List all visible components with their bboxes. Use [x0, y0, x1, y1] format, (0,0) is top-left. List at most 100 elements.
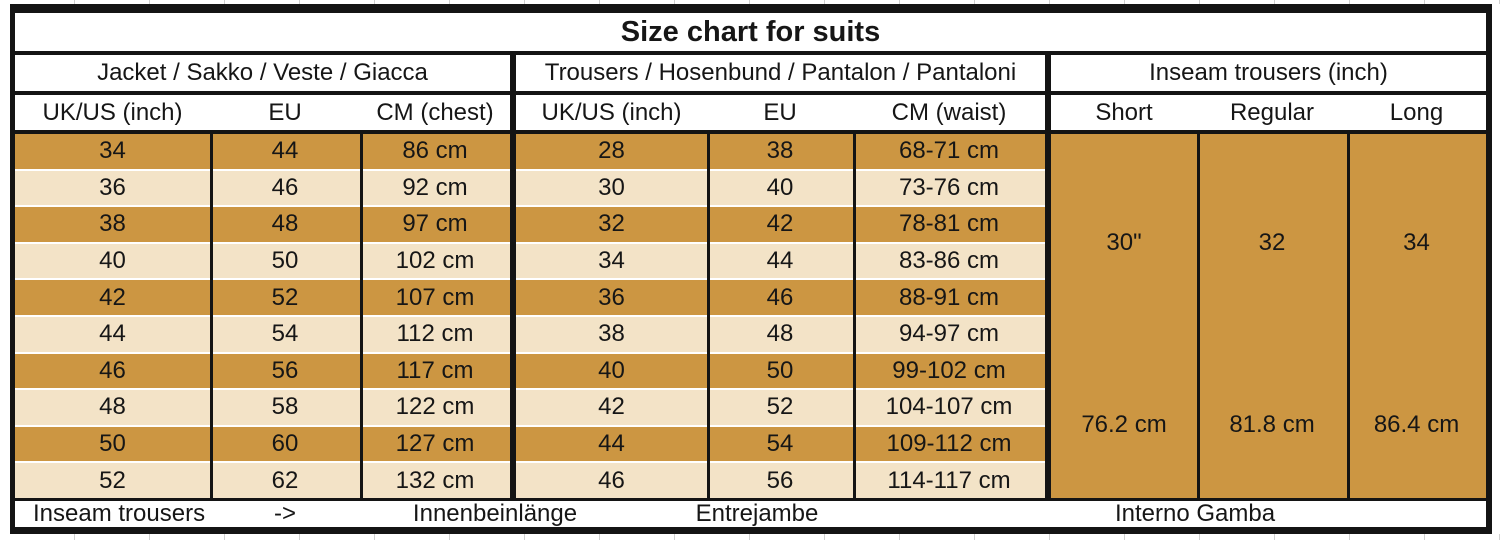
table-cell: 56 — [271, 356, 299, 384]
table-cell: 46 — [99, 356, 126, 384]
table-cell: 44 — [598, 430, 625, 458]
table-row: 40 50 102 cm — [15, 241, 510, 279]
trousers-column-headers: UK/US (inch) EU CM (waist) — [516, 95, 1045, 130]
table-cell: 48 — [766, 320, 794, 348]
table-cell: 38 — [99, 210, 126, 238]
spreadsheet-gridline-strip-bottom — [0, 534, 1500, 540]
table-cell: 46 — [271, 173, 299, 201]
table-cell: 107 cm — [395, 283, 475, 311]
section-header-inseam: Inseam trousers (inch) — [1051, 55, 1486, 91]
table-row: 52 62 132 cm — [15, 461, 510, 498]
table-cell: 73-76 cm — [898, 173, 1000, 201]
footer-arrow: -> — [273, 500, 296, 527]
table-row: 32 42 78-81 cm — [516, 205, 1045, 242]
table-cell: 104-107 cm — [885, 393, 1013, 421]
table-title-row: Size chart for suits — [15, 13, 1486, 55]
section-divider — [510, 95, 516, 130]
column-divider — [1197, 134, 1200, 498]
table-cell: 32 — [1258, 229, 1286, 257]
table-cell: 40 — [598, 356, 625, 384]
table-row: 36 46 88-91 cm — [516, 278, 1045, 315]
table-cell: 46 — [598, 466, 625, 494]
table-cell: 38 — [766, 137, 794, 165]
table-row: 46 56 114-117 cm — [516, 461, 1045, 498]
table-cell: 38 — [598, 320, 625, 348]
section-header-row: Jacket / Sakko / Veste / Giacca Trousers… — [15, 55, 1486, 95]
table-row: 42 52 104-107 cm — [516, 388, 1045, 425]
table-cell: 34 — [598, 247, 625, 275]
column-header: CM (waist) — [891, 98, 1007, 126]
table-cell: 117 cm — [396, 356, 474, 384]
table-cell: 30 — [598, 173, 625, 201]
table-cell: 28 — [598, 137, 625, 165]
table-cell: 62 — [271, 466, 299, 494]
table-cell: 114-117 cm — [887, 466, 1011, 494]
jacket-column-headers: UK/US (inch) EU CM (chest) — [15, 95, 510, 130]
inseam-inch-row: 30" 32 34 — [1051, 134, 1486, 352]
table-row: 30 40 73-76 cm — [516, 168, 1045, 206]
table-cell: 36 — [598, 283, 625, 311]
table-cell: 99-102 cm — [892, 356, 1006, 384]
table-cell: 81.8 cm — [1229, 411, 1315, 439]
table-row: 44 54 109-112 cm — [516, 424, 1045, 462]
table-cell: 44 — [99, 320, 126, 348]
table-row: 28 38 68-71 cm — [516, 134, 1045, 169]
table-cell: 109-112 cm — [886, 430, 1012, 458]
column-divider — [853, 134, 856, 498]
table-body: 34 44 86 cm 36 46 92 cm 38 48 97 cm 40 50 102 cm 42 5… — [15, 134, 1486, 498]
table-cell: 127 cm — [395, 430, 475, 458]
table-cell: 48 — [99, 393, 126, 421]
table-cell: 88-91 cm — [898, 283, 1000, 311]
footer-label-english: Inseam trousers — [33, 500, 206, 527]
table-cell: 60 — [271, 430, 299, 458]
table-row: 34 44 83-86 cm — [516, 241, 1045, 279]
column-header: EU — [268, 98, 302, 126]
table-cell: 86 cm — [402, 137, 468, 165]
table-row: 42 52 107 cm — [15, 278, 510, 315]
table-row: 34 44 86 cm — [15, 134, 510, 169]
inseam-column-headers: Short Regular Long — [1051, 95, 1486, 130]
section-divider — [1045, 134, 1051, 498]
table-cell: 76.2 cm — [1081, 411, 1167, 439]
size-chart-table: Size chart for suits Jacket / Sakko / Ve… — [10, 4, 1492, 534]
table-cell: 42 — [598, 393, 625, 421]
table-cell: 54 — [271, 320, 299, 348]
table-cell: 46 — [766, 283, 794, 311]
column-divider — [210, 134, 213, 498]
column-divider — [707, 134, 710, 498]
table-cell: 132 cm — [395, 466, 475, 494]
table-cell: 50 — [99, 430, 126, 458]
section-divider — [510, 134, 516, 498]
table-cell: 52 — [99, 466, 126, 494]
table-row: 50 60 127 cm — [15, 424, 510, 462]
column-header: CM (chest) — [376, 98, 494, 126]
table-cell: 50 — [271, 247, 299, 275]
table-cell: 34 — [1403, 229, 1430, 257]
table-cell: 97 cm — [402, 210, 468, 238]
table-cell: 44 — [271, 137, 299, 165]
table-cell: 44 — [766, 247, 794, 275]
column-header-row: UK/US (inch) EU CM (chest) UK/US (inch) … — [15, 95, 1486, 134]
column-header: UK/US (inch) — [541, 98, 682, 126]
table-row: 36 46 92 cm — [15, 168, 510, 206]
inseam-cm-row: 76.2 cm 81.8 cm 86.4 cm — [1051, 352, 1486, 498]
column-divider — [360, 134, 363, 498]
column-header: Regular — [1229, 98, 1315, 126]
footer-label-french: Entrejambe — [695, 500, 819, 527]
table-cell: 54 — [766, 430, 794, 458]
table-cell: 52 — [766, 393, 794, 421]
table-cell: 42 — [99, 283, 126, 311]
section-header-jacket: Jacket / Sakko / Veste / Giacca — [15, 55, 510, 91]
jacket-table-body: 34 44 86 cm 36 46 92 cm 38 48 97 cm 40 50 102 cm 42 5… — [15, 134, 510, 498]
table-row: 48 58 122 cm — [15, 388, 510, 425]
table-row: 38 48 94-97 cm — [516, 314, 1045, 352]
table-row: 44 54 112 cm — [15, 314, 510, 352]
footer-row: Inseam trousers -> Innenbeinlänge Entrej… — [15, 498, 1486, 527]
column-header: Long — [1389, 98, 1444, 126]
column-header: EU — [763, 98, 797, 126]
table-row: 46 56 117 cm — [15, 351, 510, 389]
column-divider — [1347, 134, 1350, 498]
table-cell: 78-81 cm — [898, 210, 1000, 238]
footer-label-italian: Interno Gamba — [1114, 500, 1276, 527]
table-cell: 86.4 cm — [1373, 411, 1460, 439]
